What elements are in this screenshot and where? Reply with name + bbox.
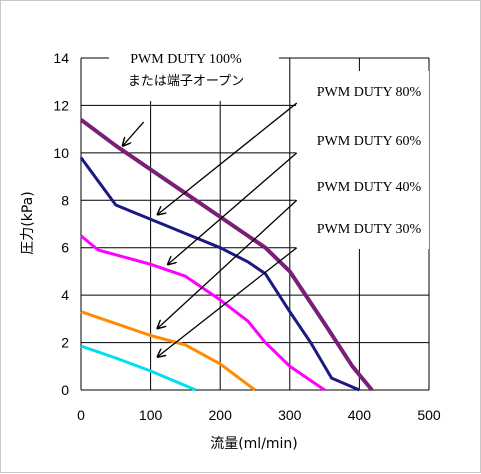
annotation-arrow-3: [168, 152, 298, 264]
label-box-right: [296, 71, 429, 249]
series-label-3: PWM DUTY 60%: [317, 134, 422, 149]
y-tick-label: 0: [61, 382, 69, 398]
y-tick-label: 14: [53, 50, 69, 66]
series-label-1: または端子オープン: [128, 74, 244, 89]
label-box-100: [109, 46, 279, 101]
y-axis-title: 圧力(kPa): [20, 191, 36, 254]
x-tick-label: 300: [278, 407, 302, 423]
y-tick-label: 2: [61, 335, 69, 351]
series-label-5: PWM DUTY 30%: [317, 222, 422, 237]
series-line-3: [80, 234, 326, 392]
x-tick-label: 100: [139, 407, 163, 423]
y-tick-label: 6: [61, 240, 69, 256]
y-tick-label: 8: [61, 192, 69, 208]
annotation-arrow-5: [158, 247, 298, 357]
x-tick-label: 200: [209, 407, 233, 423]
annotation-arrow-2: [158, 102, 298, 214]
x-tick-label: 500: [417, 407, 441, 423]
y-tick-label: 4: [61, 287, 69, 303]
y-tick-label: 10: [53, 145, 69, 161]
series-line-4: [80, 310, 256, 392]
series-label-4: PWM DUTY 40%: [317, 180, 422, 195]
series-labels: PWM DUTY 100% または端子オープン PWM DUTY 80% PWM DU…: [128, 52, 422, 237]
y-tick-label: 12: [53, 97, 69, 113]
series-line-1: [79, 118, 374, 392]
series-line-5: [80, 344, 197, 392]
series-line-2: [79, 156, 360, 392]
series-label-2: PWM DUTY 80%: [317, 85, 422, 100]
series-lines: [79, 118, 374, 392]
annotation-boxes: [109, 46, 429, 249]
annotation-arrow-4: [158, 199, 298, 328]
x-axis-title: 流量(ml/min): [210, 436, 298, 452]
series-label-1: PWM DUTY 100%: [130, 52, 242, 67]
annotation-arrow-1: [123, 121, 145, 146]
x-tick-label: 400: [348, 407, 372, 423]
annotation-arrows: [123, 102, 298, 357]
x-tick-label: 0: [77, 407, 85, 423]
tick-labels: 0 100 200 300 400 500 0 2 4 6 8 10 12 14: [53, 50, 440, 423]
